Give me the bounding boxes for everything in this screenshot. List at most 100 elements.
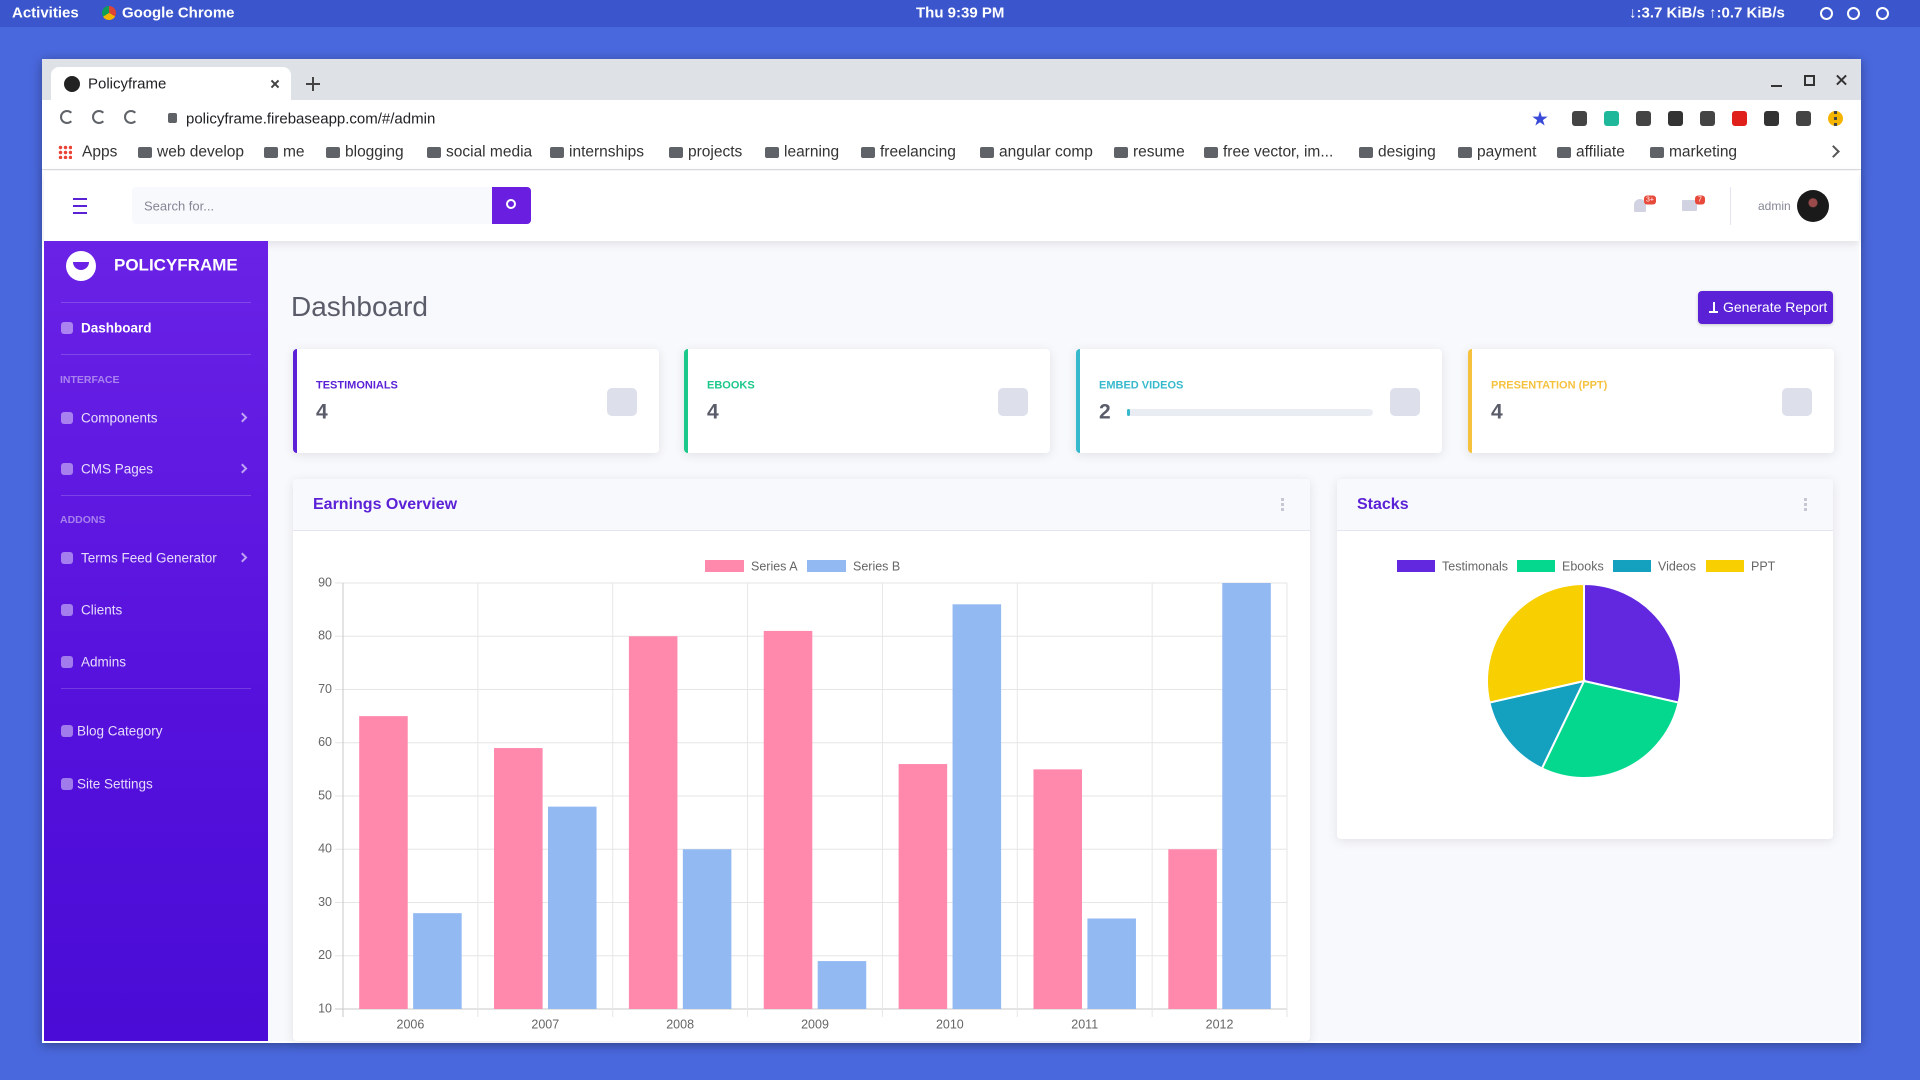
activities[interactable]: Activities bbox=[12, 4, 79, 22]
bookmark[interactable]: freelancing bbox=[880, 143, 956, 161]
pie-slice bbox=[1488, 679, 1586, 770]
bookmark[interactable]: internships bbox=[569, 143, 644, 161]
notification-badge: 3+ bbox=[1644, 195, 1656, 205]
minimize[interactable] bbox=[1771, 85, 1782, 87]
bar bbox=[952, 604, 1002, 1009]
folder-icon bbox=[1204, 147, 1218, 158]
extension-icon[interactable] bbox=[1636, 111, 1651, 126]
bookmark[interactable]: blogging bbox=[345, 143, 404, 161]
bar bbox=[763, 630, 813, 1009]
reload[interactable] bbox=[124, 110, 138, 124]
bookmark[interactable]: web develop bbox=[157, 143, 245, 161]
folder-icon bbox=[861, 147, 875, 158]
bookmark[interactable]: affiliate bbox=[1576, 143, 1625, 161]
pie-slice bbox=[1583, 582, 1682, 704]
extension-icon[interactable] bbox=[1604, 111, 1619, 126]
bell-icon[interactable] bbox=[1634, 199, 1646, 212]
envelope-icon[interactable] bbox=[1682, 200, 1697, 211]
menu-toggle[interactable] bbox=[73, 198, 87, 200]
user-name[interactable]: admin bbox=[1758, 199, 1791, 213]
bar-chart: Series A Series B 10 20 30 40 50 60 70 80 90 2006 20… bbox=[318, 559, 1288, 1031]
extension-icon[interactable] bbox=[1732, 111, 1747, 126]
bar bbox=[1222, 583, 1271, 1009]
url[interactable]: policyframe.firebaseapp.com/#/admin bbox=[186, 110, 436, 128]
nav-item[interactable]: Components bbox=[81, 410, 158, 426]
folder-icon bbox=[1458, 147, 1472, 158]
bookmark[interactable]: me bbox=[283, 143, 305, 161]
stat-value: 4 bbox=[707, 400, 719, 424]
legend-label: Testimonals bbox=[1442, 559, 1508, 573]
folder-icon bbox=[1557, 147, 1571, 158]
button-label[interactable]: Generate Report bbox=[1723, 299, 1828, 315]
nav-icon bbox=[61, 604, 73, 616]
nav-item[interactable]: Site Settings bbox=[77, 776, 153, 792]
message-badge: 7 bbox=[1695, 195, 1705, 205]
app-menu[interactable]: Google Chrome bbox=[122, 4, 235, 22]
stat-value: 4 bbox=[1491, 400, 1503, 424]
apps-icon[interactable] bbox=[58, 145, 72, 159]
new-tab[interactable] bbox=[312, 77, 314, 91]
y-tick-label: 90 bbox=[318, 575, 332, 589]
bookmark[interactable]: Apps bbox=[82, 143, 118, 161]
panel-header bbox=[1337, 479, 1833, 531]
nav-item[interactable]: CMS Pages bbox=[81, 461, 154, 477]
maximize[interactable] bbox=[1804, 75, 1815, 86]
bookmark[interactable]: desiging bbox=[1378, 143, 1436, 161]
clock[interactable]: Thu 9:39 PM bbox=[916, 4, 1005, 22]
sidebar-divider bbox=[61, 495, 251, 496]
back[interactable] bbox=[60, 110, 74, 124]
extension-icon[interactable] bbox=[1572, 111, 1587, 126]
progress-fill bbox=[1127, 409, 1130, 416]
tab-title[interactable]: Policyframe bbox=[88, 75, 167, 93]
forward[interactable] bbox=[92, 110, 106, 124]
folder-icon bbox=[138, 147, 152, 158]
bookmark[interactable]: resume bbox=[1133, 143, 1185, 161]
bookmark[interactable]: free vector, im... bbox=[1223, 143, 1334, 161]
bookmark[interactable]: payment bbox=[1477, 143, 1537, 161]
nav-item[interactable]: Clients bbox=[81, 602, 123, 618]
user-avatar[interactable] bbox=[1797, 190, 1829, 222]
nav-item[interactable]: Dashboard bbox=[81, 320, 152, 336]
extension-icon[interactable] bbox=[1668, 111, 1683, 126]
extension-icon[interactable] bbox=[1764, 111, 1779, 126]
nav-icon bbox=[61, 552, 73, 564]
search-input[interactable] bbox=[132, 187, 492, 224]
lock-icon bbox=[168, 113, 177, 123]
chrome-icon bbox=[102, 6, 116, 20]
tray-icon bbox=[1847, 7, 1860, 20]
nav-item[interactable]: Blog Category bbox=[77, 723, 163, 739]
generate-report[interactable] bbox=[1698, 291, 1833, 324]
search-icon bbox=[506, 199, 516, 209]
folder-icon bbox=[1650, 147, 1664, 158]
extension-icon[interactable] bbox=[1796, 111, 1811, 126]
stat-label: TESTIMONIALS bbox=[316, 379, 398, 392]
legend-label: Series A bbox=[751, 559, 798, 573]
extension-icon[interactable] bbox=[1700, 111, 1715, 126]
panel-menu[interactable] bbox=[1804, 498, 1807, 511]
stat-card bbox=[1076, 349, 1442, 453]
nav-item[interactable]: Admins bbox=[81, 654, 127, 670]
legend-swatch bbox=[705, 560, 744, 572]
bookmark[interactable]: angular comp bbox=[999, 143, 1093, 161]
legend-swatch bbox=[1397, 560, 1435, 572]
bookmark[interactable]: social media bbox=[446, 143, 533, 161]
y-tick-label: 40 bbox=[318, 842, 332, 856]
bookmark[interactable]: projects bbox=[688, 143, 743, 161]
nav-item[interactable]: Terms Feed Generator bbox=[81, 550, 217, 566]
bookmark[interactable]: marketing bbox=[1669, 143, 1738, 161]
menu-toggle[interactable] bbox=[73, 205, 87, 207]
folder-icon bbox=[550, 147, 564, 158]
stat-card bbox=[684, 349, 1050, 453]
menu-toggle[interactable] bbox=[73, 212, 87, 214]
chrome-menu[interactable] bbox=[1834, 111, 1837, 126]
tab[interactable] bbox=[51, 67, 291, 100]
panel-menu[interactable] bbox=[1281, 498, 1284, 511]
stat-label: PRESENTATION (PPT) bbox=[1491, 379, 1608, 392]
bookmark[interactable]: learning bbox=[784, 143, 840, 161]
bar bbox=[1168, 849, 1217, 1009]
y-tick-label: 80 bbox=[318, 629, 332, 643]
page-title: Dashboard bbox=[291, 291, 428, 322]
nav-icon bbox=[61, 463, 73, 475]
x-tick-label: 2008 bbox=[666, 1017, 694, 1031]
